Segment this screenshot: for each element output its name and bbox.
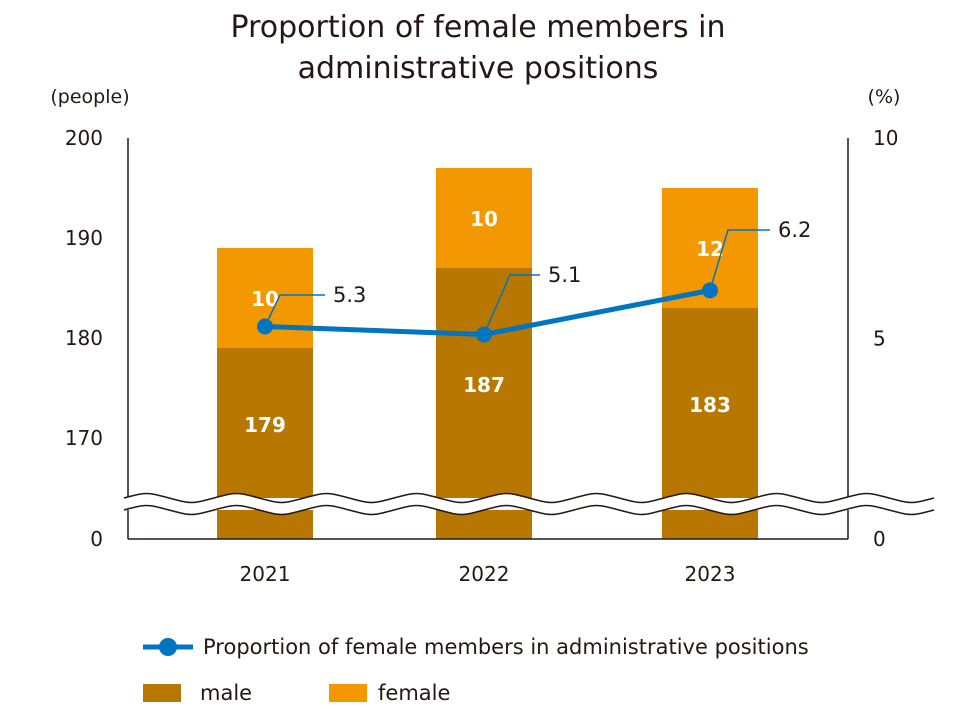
data-label-female-2022: 10 <box>470 207 498 231</box>
legend-male-swatch <box>143 684 181 702</box>
ticks-layer: 200 190 180 170 0 10 5 0 2021 2022 2023 <box>65 126 899 586</box>
left-tick-label-200: 200 <box>65 126 103 150</box>
proportion-label-2022: 5.1 <box>548 263 581 287</box>
left-tick-label-170: 170 <box>65 426 103 450</box>
left-tick-label-190: 190 <box>65 226 103 250</box>
left-tick-label-0: 0 <box>90 527 103 551</box>
legend-male-label: male <box>200 681 252 705</box>
right-axis-unit: (%) <box>868 86 901 108</box>
proportion-point-2021 <box>257 318 273 335</box>
legend-line-marker <box>159 638 177 656</box>
data-label-male-2021: 179 <box>244 413 286 437</box>
x-tick-label-2022: 2022 <box>459 562 510 586</box>
axis-break <box>123 492 948 516</box>
bar-male-2022 <box>436 268 532 539</box>
chart-title-line-1: Proportion of female members in <box>231 10 726 45</box>
proportion-point-2023 <box>702 282 718 299</box>
right-tick-label-10: 10 <box>873 126 898 150</box>
right-tick-label-0: 0 <box>873 527 886 551</box>
bar-female-2022 <box>436 168 532 268</box>
legend-female-label: female <box>378 681 450 705</box>
leader-line-2023 <box>709 229 770 291</box>
line-layer: 5.3 5.1 6.2 <box>257 218 811 343</box>
axis-break-upper-wave <box>123 492 935 504</box>
legend-female-swatch <box>329 684 367 702</box>
axes-layer <box>127 138 849 540</box>
data-label-male-2023: 183 <box>689 393 731 417</box>
chart-title-line-2: administrative positions <box>298 51 659 86</box>
proportion-point-2022 <box>476 326 492 343</box>
right-tick-label-5: 5 <box>873 327 886 351</box>
legend: Proportion of female members in administ… <box>143 635 809 705</box>
left-tick-label-180: 180 <box>65 326 103 350</box>
legend-line-label: Proportion of female members in administ… <box>203 635 809 659</box>
leader-line-2022 <box>483 274 540 335</box>
left-axis-unit: (people) <box>50 86 129 108</box>
proportion-label-2021: 5.3 <box>333 283 366 307</box>
x-tick-label-2023: 2023 <box>685 562 736 586</box>
data-label-male-2022: 187 <box>463 373 505 397</box>
axis-break-band <box>124 498 852 510</box>
axis-break-lower-wave <box>123 504 935 516</box>
leader-line-2021 <box>264 294 325 327</box>
proportion-label-2023: 6.2 <box>778 218 811 242</box>
x-tick-label-2021: 2021 <box>240 562 291 586</box>
